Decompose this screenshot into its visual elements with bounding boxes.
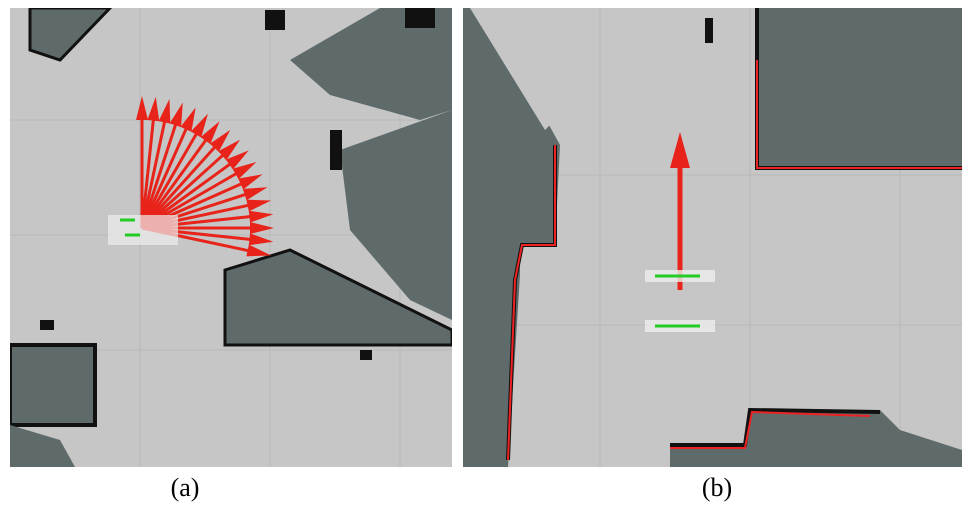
map-panel-b (463, 8, 962, 467)
caption: (b) (702, 473, 732, 502)
caption: (a) (171, 473, 200, 502)
figure: (a) (b) (0, 0, 963, 508)
map-panel-a (10, 8, 452, 467)
